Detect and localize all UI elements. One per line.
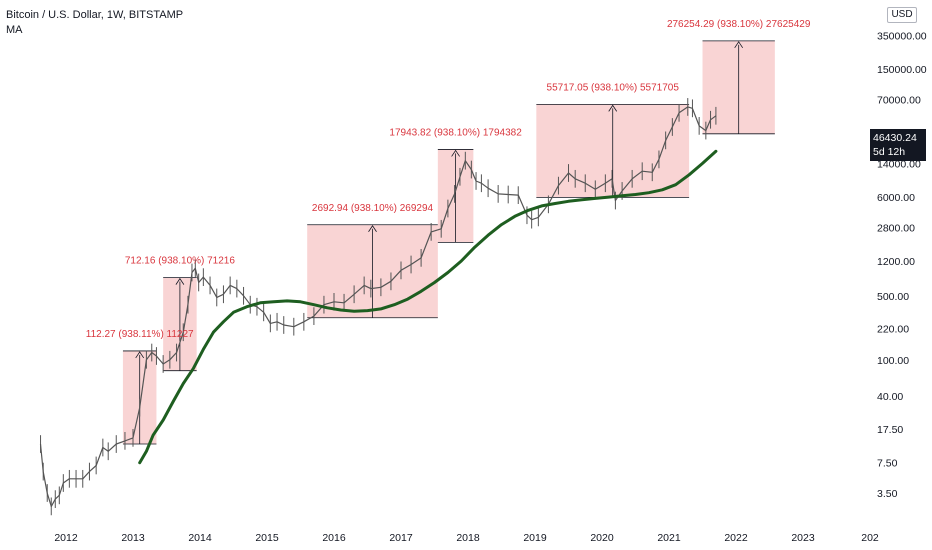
x-tick-label: 2018 <box>456 532 480 544</box>
y-tick-label: 14000.00 <box>877 158 921 170</box>
last-price-tag: 46430.24 5d 12h <box>870 129 926 161</box>
measure-arrow-head <box>368 225 377 232</box>
x-tick-label: 2023 <box>791 532 815 544</box>
y-tick-label: 7.50 <box>877 458 898 470</box>
y-tick-label: 2800.00 <box>877 222 915 234</box>
currency-button[interactable]: USD <box>887 7 917 23</box>
measure-arrow-head <box>608 104 618 112</box>
x-tick-label: 2022 <box>724 532 748 544</box>
x-tick-label: 2020 <box>590 532 614 544</box>
measure-arrow-head <box>451 149 460 157</box>
measure-arrow-head <box>734 41 744 49</box>
x-tick-label: 2016 <box>322 532 346 544</box>
last-price-value: 46430.24 <box>873 132 917 144</box>
y-tick-label: 500.00 <box>877 291 909 303</box>
ma-series-line <box>138 149 718 465</box>
y-tick-label: 6000.00 <box>877 192 915 204</box>
chart-header: Bitcoin / U.S. Dollar, 1W, BITSTAMP MA <box>6 8 183 38</box>
x-tick-label: 2019 <box>523 532 547 544</box>
y-tick-label: 350000.00 <box>877 31 927 43</box>
y-tick-label: 40.00 <box>877 391 903 403</box>
measure-arrow-head <box>135 351 145 359</box>
y-tick-label: 150000.00 <box>877 64 927 76</box>
x-tick-label: 202 <box>861 532 879 544</box>
symbol-title[interactable]: Bitcoin / U.S. Dollar, 1W, BITSTAMP <box>6 9 184 21</box>
x-tick-label: 2015 <box>255 532 279 544</box>
x-tick-label: 2014 <box>188 532 212 544</box>
bar-countdown: 5d 12h <box>873 146 906 158</box>
y-tick-label: 220.00 <box>877 323 909 335</box>
indicator-label[interactable]: MA <box>6 24 23 36</box>
measure-label-1: 112.27 (938.11%) 11227 <box>86 329 194 340</box>
y-tick-label: 1200.00 <box>877 256 915 268</box>
measure-label-5: 55717.05 (938.10%) 5571705 <box>547 82 680 93</box>
measure-label-3: 2692.94 (938.10%) 269294 <box>312 203 434 214</box>
y-tick-label: 3.50 <box>877 488 898 500</box>
x-tick-label: 2017 <box>389 532 413 544</box>
measure-label-2: 712.16 (938.10%) 71216 <box>125 256 236 267</box>
x-tick-label: 2012 <box>54 532 78 544</box>
measure-arrow-head <box>175 277 185 285</box>
x-tick-label: 2021 <box>657 532 681 544</box>
measure-label-6: 276254.29 (938.10%) 27625429 <box>667 19 811 30</box>
measure-label-4: 17943.82 (938.10%) 1794382 <box>389 127 522 138</box>
x-tick-label: 2013 <box>121 532 145 544</box>
y-tick-label: 70000.00 <box>877 94 921 106</box>
y-tick-label: 17.50 <box>877 424 903 436</box>
y-tick-label: 100.00 <box>877 355 909 367</box>
